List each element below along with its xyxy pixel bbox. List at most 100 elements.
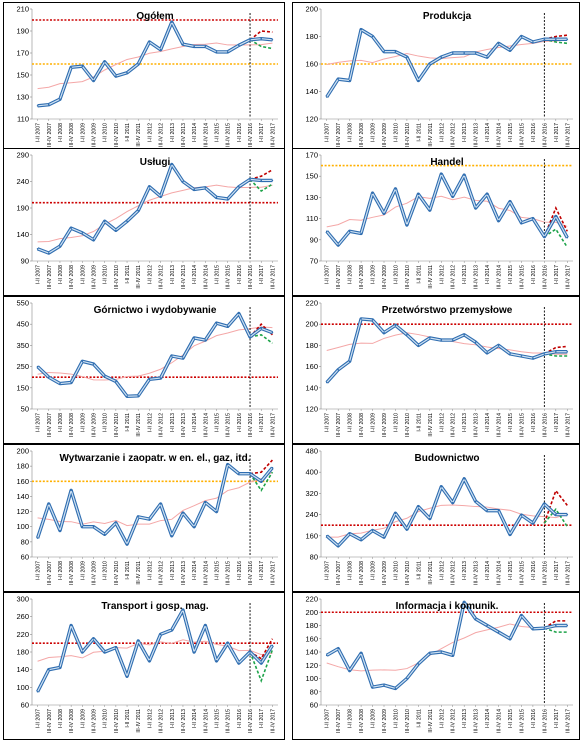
data-point bbox=[103, 220, 106, 223]
x-tick-label: I-II 2009 bbox=[80, 123, 86, 142]
x-tick-label: I-II 2012 bbox=[439, 123, 445, 142]
data-point bbox=[417, 193, 420, 196]
data-point bbox=[170, 163, 173, 166]
data-point bbox=[36, 537, 39, 539]
data-point bbox=[238, 44, 240, 47]
x-tick-label: I-II 2007 bbox=[325, 123, 331, 142]
data-point bbox=[137, 63, 140, 65]
x-tick-label: I-II 2016 bbox=[531, 123, 537, 142]
x-tick-label: I-II 2012 bbox=[439, 709, 445, 728]
forecast-low-line bbox=[249, 471, 274, 492]
data-point bbox=[70, 381, 72, 384]
y-tick-label: 130 bbox=[305, 193, 318, 202]
x-tick-label: III-IV 2017 bbox=[270, 265, 276, 289]
data-point bbox=[148, 186, 151, 188]
y-tick-label: 80 bbox=[310, 553, 318, 562]
x-tick-label: III-IV 2011 bbox=[428, 709, 434, 733]
x-tick-label: I-II 2008 bbox=[348, 123, 354, 142]
trend-line bbox=[37, 42, 273, 90]
data-point bbox=[509, 533, 511, 536]
forecast-high-line bbox=[249, 30, 273, 41]
x-tick-label: III-IV 2009 bbox=[92, 265, 98, 289]
x-tick-label: III-IV 2008 bbox=[359, 413, 365, 437]
data-point bbox=[337, 368, 339, 371]
forecast-high-line bbox=[249, 169, 273, 181]
data-point bbox=[360, 652, 362, 655]
y-tick-label: 260 bbox=[16, 612, 29, 621]
data-point bbox=[440, 485, 443, 488]
data-point bbox=[509, 637, 511, 640]
x-tick-label: III-IV 2007 bbox=[336, 413, 342, 437]
x-tick-label: I-II 2015 bbox=[508, 709, 514, 728]
x-tick-label: I-II 2014 bbox=[192, 413, 198, 432]
data-point bbox=[238, 186, 240, 188]
data-point bbox=[451, 501, 454, 504]
data-point bbox=[137, 516, 140, 518]
x-tick-label: III-IV 2013 bbox=[181, 709, 187, 733]
series-line-inner bbox=[326, 478, 568, 547]
series-line bbox=[36, 311, 274, 398]
y-tick-label: 60 bbox=[21, 701, 29, 710]
chart-panel: 90 140 190 240 290 I-II 2007 III-IV 2007 I-II 2… bbox=[3, 148, 285, 296]
chart-title: Budownictwo bbox=[415, 453, 480, 464]
x-tick-label: I-II 2007 bbox=[325, 265, 331, 284]
x-tick-label: I-II 2010 bbox=[393, 123, 399, 142]
data-point bbox=[383, 50, 385, 53]
forecast-low-line bbox=[543, 507, 568, 527]
series-line-inner bbox=[326, 173, 568, 246]
data-point bbox=[566, 624, 569, 627]
x-tick-label: III-IV 2010 bbox=[405, 265, 411, 289]
data-point bbox=[226, 463, 229, 466]
data-point bbox=[417, 79, 420, 82]
data-point bbox=[70, 66, 72, 69]
data-point bbox=[486, 56, 488, 58]
data-point bbox=[36, 105, 39, 107]
data-point bbox=[271, 644, 274, 647]
x-tick-label: III-IV 2016 bbox=[542, 709, 548, 733]
chart-svg: 120 140 160 180 200 220 I-II 2007 III-IV 2007 I-… bbox=[305, 299, 573, 437]
y-tick-label: 60 bbox=[21, 553, 29, 562]
x-tick-label: III-IV 2010 bbox=[405, 123, 411, 147]
data-point bbox=[137, 640, 140, 642]
x-tick-label: I-II 2014 bbox=[485, 413, 491, 432]
x-tick-label: I-II 2009 bbox=[80, 265, 86, 284]
forecast-high-line bbox=[249, 638, 274, 660]
y-tick-label: 200 bbox=[305, 608, 318, 617]
y-tick-label: 160 bbox=[16, 477, 29, 486]
x-tick-label: I-II 2007 bbox=[36, 123, 42, 142]
data-point bbox=[238, 662, 240, 664]
data-point bbox=[566, 236, 569, 239]
data-point bbox=[226, 642, 229, 644]
data-point bbox=[249, 651, 251, 653]
y-tick-label: 50 bbox=[21, 405, 29, 414]
series-line bbox=[36, 162, 273, 255]
y-tick-label: 190 bbox=[16, 204, 29, 213]
data-point bbox=[260, 662, 263, 664]
y-tick-label: 240 bbox=[16, 177, 29, 186]
data-point bbox=[543, 235, 546, 238]
data-point bbox=[509, 353, 511, 355]
chart-panel: 70 90 110 130 150 170 I-II 2007 III-IV 2007 I-II… bbox=[292, 148, 580, 296]
x-tick-label: I-II 2016 bbox=[531, 709, 537, 728]
x-tick-label: I-II 2010 bbox=[393, 413, 399, 432]
data-point bbox=[238, 312, 240, 315]
x-tick-label: I-II 2013 bbox=[170, 123, 176, 142]
data-point bbox=[532, 217, 534, 220]
chart-svg: 60 80 100 120 140 160 180 200 220 I-II 2007 III-IV… bbox=[305, 595, 573, 733]
data-point bbox=[325, 654, 328, 657]
x-tick-label: I-II 2011 bbox=[125, 123, 131, 142]
x-tick-label: III-IV 2013 bbox=[181, 265, 187, 289]
data-point bbox=[532, 41, 534, 43]
data-point bbox=[348, 360, 351, 363]
x-tick-label: III-IV 2008 bbox=[69, 561, 75, 585]
data-point bbox=[215, 322, 218, 324]
y-tick-label: 140 bbox=[16, 230, 29, 239]
x-tick-label: I-II 2007 bbox=[325, 413, 331, 432]
data-point bbox=[520, 614, 523, 617]
x-tick-label: I-II 2009 bbox=[80, 709, 86, 728]
chart-title: Handel bbox=[430, 157, 464, 168]
x-tick-label: III-IV 2017 bbox=[565, 265, 571, 289]
x-tick-label: I-II 2010 bbox=[393, 561, 399, 580]
y-tick-label: 200 bbox=[305, 320, 318, 329]
x-tick-label: III-IV 2007 bbox=[336, 709, 342, 733]
